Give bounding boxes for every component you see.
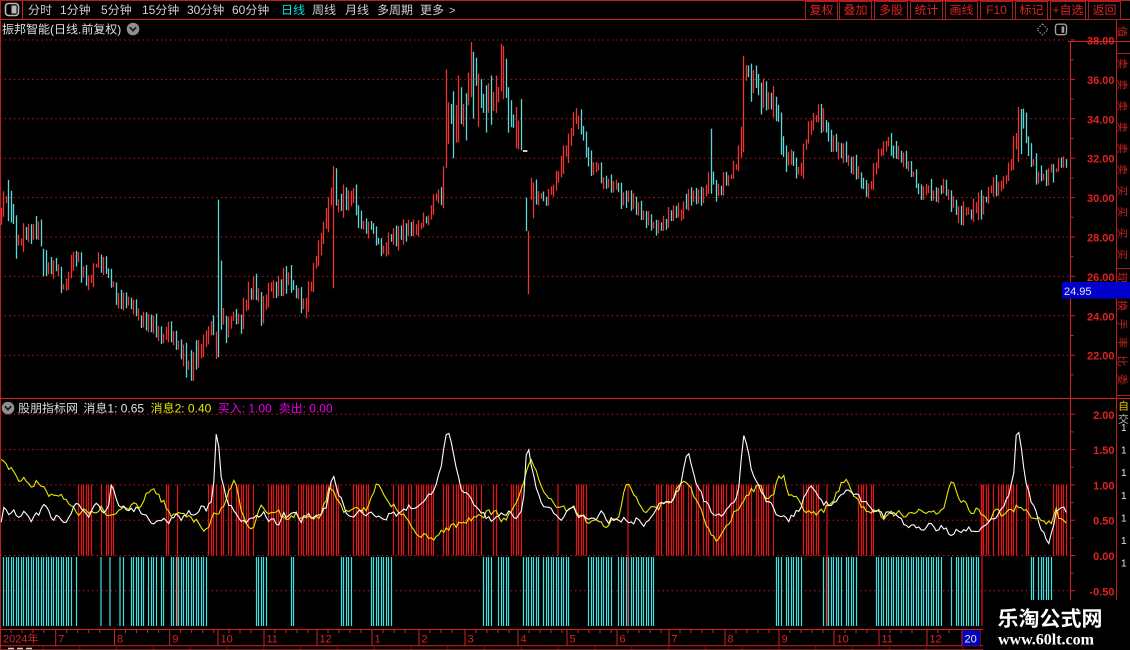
svg-text:): ) (117, 23, 121, 37)
svg-text:1: 1 (1121, 536, 1127, 547)
svg-text:22.00: 22.00 (1087, 351, 1115, 363)
svg-text:26.00: 26.00 (1087, 272, 1115, 284)
svg-text:34.00: 34.00 (1087, 114, 1115, 126)
svg-text:9: 9 (782, 634, 788, 646)
svg-text:30.00: 30.00 (1087, 193, 1115, 205)
svg-text:8: 8 (728, 634, 734, 646)
svg-text:6: 6 (620, 634, 626, 646)
svg-text:60: 60 (232, 3, 246, 17)
svg-text:2024: 2024 (3, 634, 27, 646)
svg-text:24.00: 24.00 (1087, 311, 1115, 323)
svg-text:28.00: 28.00 (1087, 233, 1115, 245)
svg-text:5: 5 (570, 634, 576, 646)
svg-text:10: 10 (837, 634, 849, 646)
svg-text:1: 1 (1121, 446, 1127, 457)
svg-text:12: 12 (320, 634, 332, 646)
svg-text:: 0.00: : 0.00 (303, 402, 333, 416)
svg-text:www.60lt.com: www.60lt.com (998, 632, 1095, 649)
svg-text:11: 11 (267, 634, 278, 646)
svg-text:1: 1 (375, 634, 381, 646)
svg-text:12: 12 (930, 634, 942, 646)
svg-text:.: . (78, 23, 81, 37)
svg-text:32.00: 32.00 (1087, 154, 1115, 166)
svg-text:36.00: 36.00 (1087, 75, 1115, 87)
svg-text:8: 8 (117, 634, 123, 646)
svg-text:4: 4 (521, 634, 527, 646)
svg-text:2: 0.40: 2: 0.40 (175, 402, 212, 416)
svg-text:F10: F10 (986, 3, 1007, 17)
svg-text:0.00: 0.00 (1093, 551, 1114, 563)
svg-text:+: + (1053, 3, 1060, 17)
svg-text:38.00: 38.00 (1087, 36, 1115, 48)
svg-text:11: 11 (882, 634, 893, 646)
svg-text:1: 1 (1121, 559, 1127, 570)
svg-text:1: 1 (1121, 513, 1127, 524)
svg-text:9: 9 (172, 634, 178, 646)
svg-text:: 1.00: : 1.00 (242, 402, 272, 416)
svg-text:5: 5 (101, 3, 108, 17)
svg-text:1: 0.65: 1: 0.65 (107, 402, 144, 416)
svg-text:1.00: 1.00 (1093, 480, 1114, 492)
svg-text:(: ( (50, 23, 54, 37)
svg-text:0.50: 0.50 (1093, 516, 1114, 528)
svg-text:1: 1 (1121, 423, 1127, 434)
svg-text:24.95: 24.95 (1064, 286, 1092, 298)
svg-text:-0.50: -0.50 (1089, 586, 1114, 598)
svg-text:10: 10 (221, 634, 233, 646)
svg-text:1: 1 (60, 3, 67, 17)
svg-text:7: 7 (672, 634, 678, 646)
svg-text:15: 15 (142, 3, 156, 17)
svg-text:>: > (449, 5, 455, 17)
svg-text:2.00: 2.00 (1093, 410, 1114, 422)
svg-text:1: 1 (1121, 491, 1127, 502)
svg-text:1.50: 1.50 (1093, 445, 1114, 457)
svg-text:2: 2 (422, 634, 428, 646)
svg-text:7: 7 (58, 634, 64, 646)
svg-text:30: 30 (187, 3, 201, 17)
svg-text:3: 3 (468, 634, 474, 646)
svg-text:20: 20 (965, 634, 977, 646)
svg-text:1: 1 (1121, 468, 1127, 479)
